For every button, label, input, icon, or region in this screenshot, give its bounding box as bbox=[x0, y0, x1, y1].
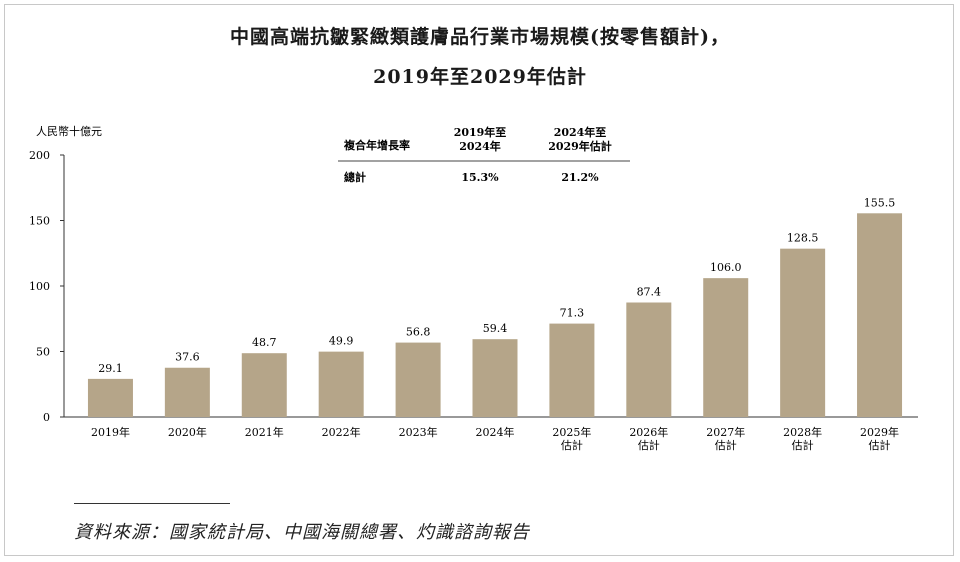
bar bbox=[395, 342, 441, 417]
cagr-col1-header-line1: 2019年至 bbox=[454, 125, 507, 139]
x-tick-label: 估計 bbox=[715, 438, 737, 452]
y-ticks: 0 50 100 150 200 bbox=[29, 149, 64, 424]
cagr-col1-header-line2: 2024年 bbox=[459, 139, 501, 153]
bar bbox=[472, 339, 518, 417]
x-tick-label: 2026年 bbox=[629, 425, 668, 439]
x-tick-label: 2027年 bbox=[706, 425, 745, 439]
chart-subtitle: 2019年至2029年估計 bbox=[373, 66, 587, 88]
bar bbox=[780, 248, 826, 417]
bar-value-label: 48.7 bbox=[252, 336, 277, 349]
x-tick-label: 2021年 bbox=[245, 425, 284, 439]
bar-value-label: 49.9 bbox=[329, 335, 354, 348]
x-tick-label: 2028年 bbox=[783, 425, 822, 439]
bar bbox=[241, 353, 287, 417]
x-tick-label: 2025年 bbox=[552, 425, 591, 439]
bar-value-label: 71.3 bbox=[560, 307, 585, 320]
y-tick-label: 200 bbox=[29, 149, 50, 162]
y-axis-unit-label: 人民幣十億元 bbox=[36, 124, 102, 138]
cagr-row-label: 總計 bbox=[344, 170, 366, 184]
cagr-col2-header-line1: 2024年至 bbox=[554, 125, 607, 139]
bar bbox=[703, 278, 749, 417]
chart-title: 中國高端抗皺緊緻類護膚品行業市場規模(按零售額計)， bbox=[230, 26, 730, 48]
y-tick-label: 150 bbox=[29, 215, 50, 228]
source-divider bbox=[74, 503, 230, 504]
x-labels: 2019年 2020年 2021年 2022年 2023年 2024年 2025年估計202… bbox=[91, 425, 899, 452]
bar bbox=[857, 213, 903, 417]
x-tick-label: 估計 bbox=[638, 438, 660, 452]
x-tick-label: 2019年 bbox=[91, 425, 130, 439]
x-tick-label: 2024年 bbox=[476, 425, 515, 439]
cagr-col2-header-line2: 2029年估計 bbox=[548, 139, 612, 153]
bar-value-label: 128.5 bbox=[787, 232, 819, 245]
bar-value-label: 106.0 bbox=[710, 261, 742, 274]
x-tick-label: 估計 bbox=[792, 438, 814, 452]
bar-value-label: 59.4 bbox=[483, 322, 508, 335]
bar bbox=[549, 323, 595, 417]
source-note: 資料來源：國家統計局、中國海關總署、灼識諮詢報告 bbox=[74, 522, 530, 543]
bar bbox=[87, 378, 133, 417]
y-tick-label: 0 bbox=[43, 411, 50, 424]
bar-value-label: 56.8 bbox=[406, 326, 431, 339]
bar bbox=[164, 367, 210, 417]
bar bbox=[318, 351, 364, 417]
x-tick-label: 2029年 bbox=[860, 425, 899, 439]
x-tick-label: 估計 bbox=[869, 438, 891, 452]
cagr-table: 複合年增長率 2019年至 2024年 2024年至 2029年估計 總計 15… bbox=[338, 125, 630, 184]
bar-value-label: 155.5 bbox=[864, 196, 896, 209]
cagr-header-label: 複合年增長率 bbox=[343, 138, 410, 152]
bar-value-label: 37.6 bbox=[175, 351, 200, 364]
y-tick-label: 100 bbox=[29, 280, 50, 293]
bar-value-label: 87.4 bbox=[637, 286, 662, 299]
cagr-col2-value: 21.2% bbox=[561, 171, 599, 184]
bar-value-label: 29.1 bbox=[98, 362, 123, 375]
x-tick-label: 2023年 bbox=[399, 425, 438, 439]
x-tick-label: 2022年 bbox=[322, 425, 361, 439]
bar bbox=[626, 302, 672, 417]
x-tick-label: 估計 bbox=[561, 438, 583, 452]
y-tick-label: 50 bbox=[36, 346, 50, 359]
x-tick-label: 2020年 bbox=[168, 425, 207, 439]
bars: 29.1 37.6 48.7 49.9 56.8 59.4 71.3 87.4 106.0 128… bbox=[87, 196, 903, 417]
cagr-col1-value: 15.3% bbox=[461, 171, 499, 184]
